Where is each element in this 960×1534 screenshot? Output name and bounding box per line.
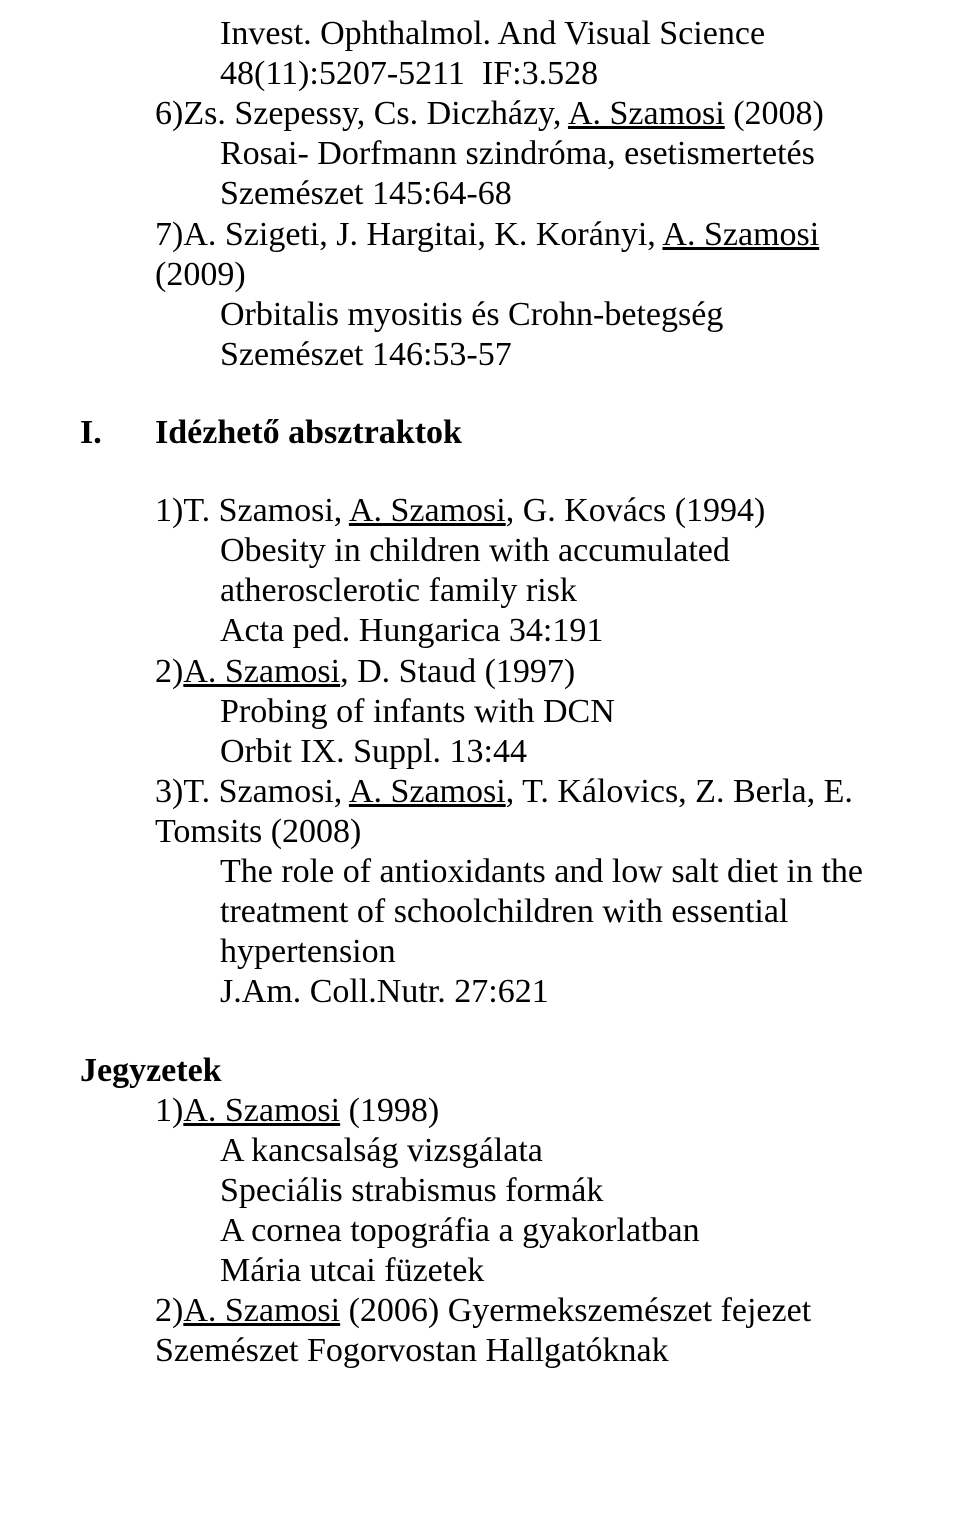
note-1-authors: 1)A. Szamosi (1998) bbox=[0, 1091, 960, 1131]
document-page: Invest. Ophthalmol. And Visual Science 4… bbox=[0, 0, 960, 1534]
journal-line-1: Invest. Ophthalmol. And Visual Science bbox=[0, 14, 960, 54]
abstract-2-authors: 2)A. Szamosi, D. Staud (1997) bbox=[0, 652, 960, 692]
abstract-1-reference: Acta ped. Hungarica 34:191 bbox=[0, 611, 960, 651]
abstract-2-prefix: 2) bbox=[155, 653, 183, 690]
abstract-3-title-line-1: The role of antioxidants and low salt di… bbox=[0, 852, 960, 892]
abstract-3-rest-1: , T. Kálovics, Z. Berla, E. bbox=[506, 773, 853, 810]
abstract-1-prefix: 1)T. Szamosi, bbox=[155, 492, 349, 529]
entry-6-prefix: 6)Zs. Szepessy, Cs. Diczházy, bbox=[155, 95, 568, 132]
abstract-3-prefix: 3)T. Szamosi, bbox=[155, 773, 349, 810]
note-1-year: (1998) bbox=[340, 1092, 439, 1129]
note-1-prefix: 1) bbox=[155, 1092, 183, 1129]
note-1-line-4: Mária utcai füzetek bbox=[0, 1251, 960, 1291]
note-1-line-1: A kancsalság vizsgálata bbox=[0, 1131, 960, 1171]
entry-7-year: (2009) bbox=[0, 255, 960, 295]
entry-7-authors: 7)A. Szigeti, J. Hargitai, K. Korányi, A… bbox=[0, 215, 960, 255]
abstract-3-authors-line-2: Tomsits (2008) bbox=[0, 812, 960, 852]
note-2-prefix: 2) bbox=[155, 1292, 183, 1329]
section-i-title: Idézhető absztraktok bbox=[155, 414, 462, 451]
abstract-1-title-line-1: Obesity in children with accumulated bbox=[0, 531, 960, 571]
entry-6-reference: Szemészet 145:64-68 bbox=[0, 174, 960, 214]
note-1-line-2: Speciális strabismus formák bbox=[0, 1171, 960, 1211]
abstract-3-authors-line-1: 3)T. Szamosi, A. Szamosi, T. Kálovics, Z… bbox=[0, 772, 960, 812]
entry-6-authors: 6)Zs. Szepessy, Cs. Diczházy, A. Szamosi… bbox=[0, 94, 960, 134]
abstract-2-title: Probing of infants with DCN bbox=[0, 692, 960, 732]
note-1-line-3: A cornea topográfia a gyakorlatban bbox=[0, 1211, 960, 1251]
abstract-2-highlighted-author: A. Szamosi bbox=[183, 653, 340, 690]
note-2-line-1: 2)A. Szamosi (2006) Gyermekszemészet fej… bbox=[0, 1291, 960, 1331]
notes-heading-text: Jegyzetek bbox=[80, 1052, 222, 1089]
entry-7-prefix: 7)A. Szigeti, J. Hargitai, K. Korányi, bbox=[155, 216, 662, 253]
abstract-1-authors: 1)T. Szamosi, A. Szamosi, G. Kovács (199… bbox=[0, 491, 960, 531]
abstract-1-title-line-2: atherosclerotic family risk bbox=[0, 571, 960, 611]
notes-heading: Jegyzetek bbox=[0, 1051, 960, 1091]
section-i-marker: I. bbox=[80, 413, 102, 453]
abstract-3-reference: J.Am. Coll.Nutr. 27:621 bbox=[0, 972, 960, 1012]
abstract-1-rest: , G. Kovács (1994) bbox=[506, 492, 766, 529]
entry-6-year: (2008) bbox=[725, 95, 824, 132]
entry-7-highlighted-author: A. Szamosi bbox=[662, 216, 819, 253]
note-1-highlighted-author: A. Szamosi bbox=[183, 1092, 340, 1129]
entry-6-highlighted-author: A. Szamosi bbox=[568, 95, 725, 132]
abstract-2-rest: , D. Staud (1997) bbox=[340, 653, 575, 690]
section-i-heading: I. Idézhető absztraktok bbox=[0, 413, 960, 453]
entry-7-title: Orbitalis myositis és Crohn-betegség bbox=[0, 295, 960, 335]
abstract-3-highlighted-author: A. Szamosi bbox=[349, 773, 506, 810]
note-2-rest: (2006) Gyermekszemészet fejezet bbox=[340, 1292, 811, 1329]
abstract-3-title-line-2: treatment of schoolchildren with essenti… bbox=[0, 892, 960, 932]
note-2-line-2: Szemészet Fogorvostan Hallgatóknak bbox=[0, 1331, 960, 1371]
abstract-1-highlighted-author: A. Szamosi bbox=[349, 492, 506, 529]
journal-line-2: 48(11):5207-5211 IF:3.528 bbox=[0, 54, 960, 94]
note-2-highlighted-author: A. Szamosi bbox=[183, 1292, 340, 1329]
entry-7-reference: Szemészet 146:53-57 bbox=[0, 335, 960, 375]
abstract-2-reference: Orbit IX. Suppl. 13:44 bbox=[0, 732, 960, 772]
abstract-3-title-line-3: hypertension bbox=[0, 932, 960, 972]
entry-6-title: Rosai- Dorfmann szindróma, esetismerteté… bbox=[0, 134, 960, 174]
